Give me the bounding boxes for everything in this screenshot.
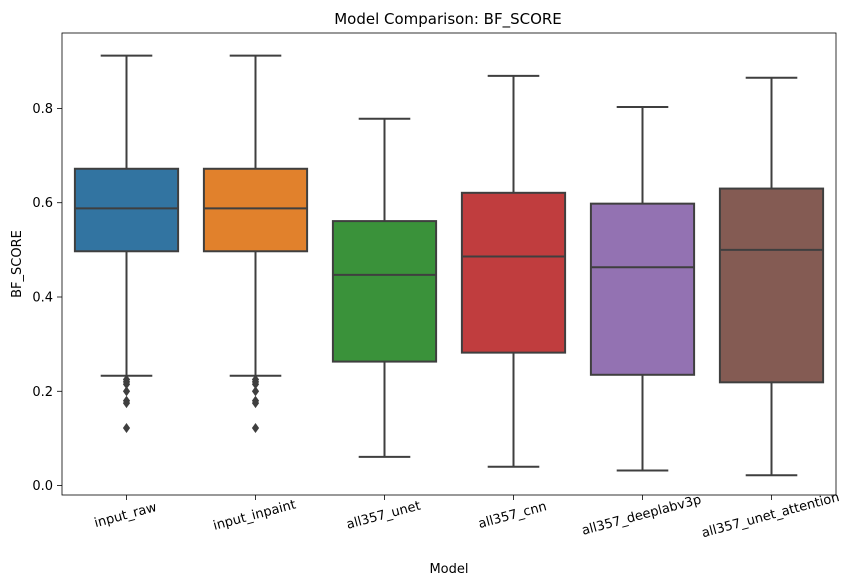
- y-tick-label: 0.6: [32, 196, 53, 211]
- x-tick-label: all357_unet_attention: [700, 490, 841, 541]
- iqr-box: [73, 167, 180, 253]
- plot-area: [73, 54, 825, 477]
- x-tick-label: input_inpaint: [212, 497, 298, 533]
- box-group-all357_unet_attention: [718, 76, 825, 477]
- iqr-box: [718, 187, 825, 384]
- outlier-point: [251, 423, 260, 434]
- outlier-point: [122, 423, 131, 434]
- box-group-input_raw: [73, 54, 180, 434]
- y-tick-label: 0.0: [32, 479, 53, 494]
- iqr-box: [331, 220, 438, 363]
- outlier-point: [251, 386, 260, 397]
- y-axis-title: BF_SCORE: [10, 230, 25, 298]
- outlier-point: [122, 398, 131, 409]
- x-tick-label: input_raw: [93, 500, 159, 531]
- y-tick-label: 0.4: [32, 291, 53, 306]
- outlier-point: [251, 379, 260, 390]
- box-group-all357_unet: [331, 117, 438, 458]
- x-axis: input_raw input_inpaint all357_unet all357_…: [93, 490, 841, 541]
- y-tick-label: 0.2: [32, 385, 53, 400]
- box-group-all357_cnn: [460, 74, 567, 468]
- x-axis-title: Model: [429, 562, 468, 577]
- box-group-input_inpaint: [202, 54, 309, 434]
- iqr-box: [460, 191, 567, 354]
- y-axis: 0.0 0.2 0.4 0.6 0.8: [32, 102, 62, 494]
- y-tick-label: 0.8: [32, 102, 53, 117]
- iqr-box: [202, 167, 309, 253]
- x-tick-label: all357_cnn: [477, 499, 549, 532]
- x-tick-label: all357_unet: [345, 499, 422, 533]
- outlier-point: [251, 398, 260, 409]
- outlier-point: [122, 386, 131, 397]
- plot-frame: [61, 32, 837, 496]
- box-group-all357_deeplabv3p: [589, 106, 696, 472]
- iqr-box: [589, 202, 696, 376]
- chart-title: Model Comparison: BF_SCORE: [334, 10, 562, 29]
- x-tick-label: all357_deeplabv3p: [580, 492, 703, 538]
- outlier-point: [122, 379, 131, 390]
